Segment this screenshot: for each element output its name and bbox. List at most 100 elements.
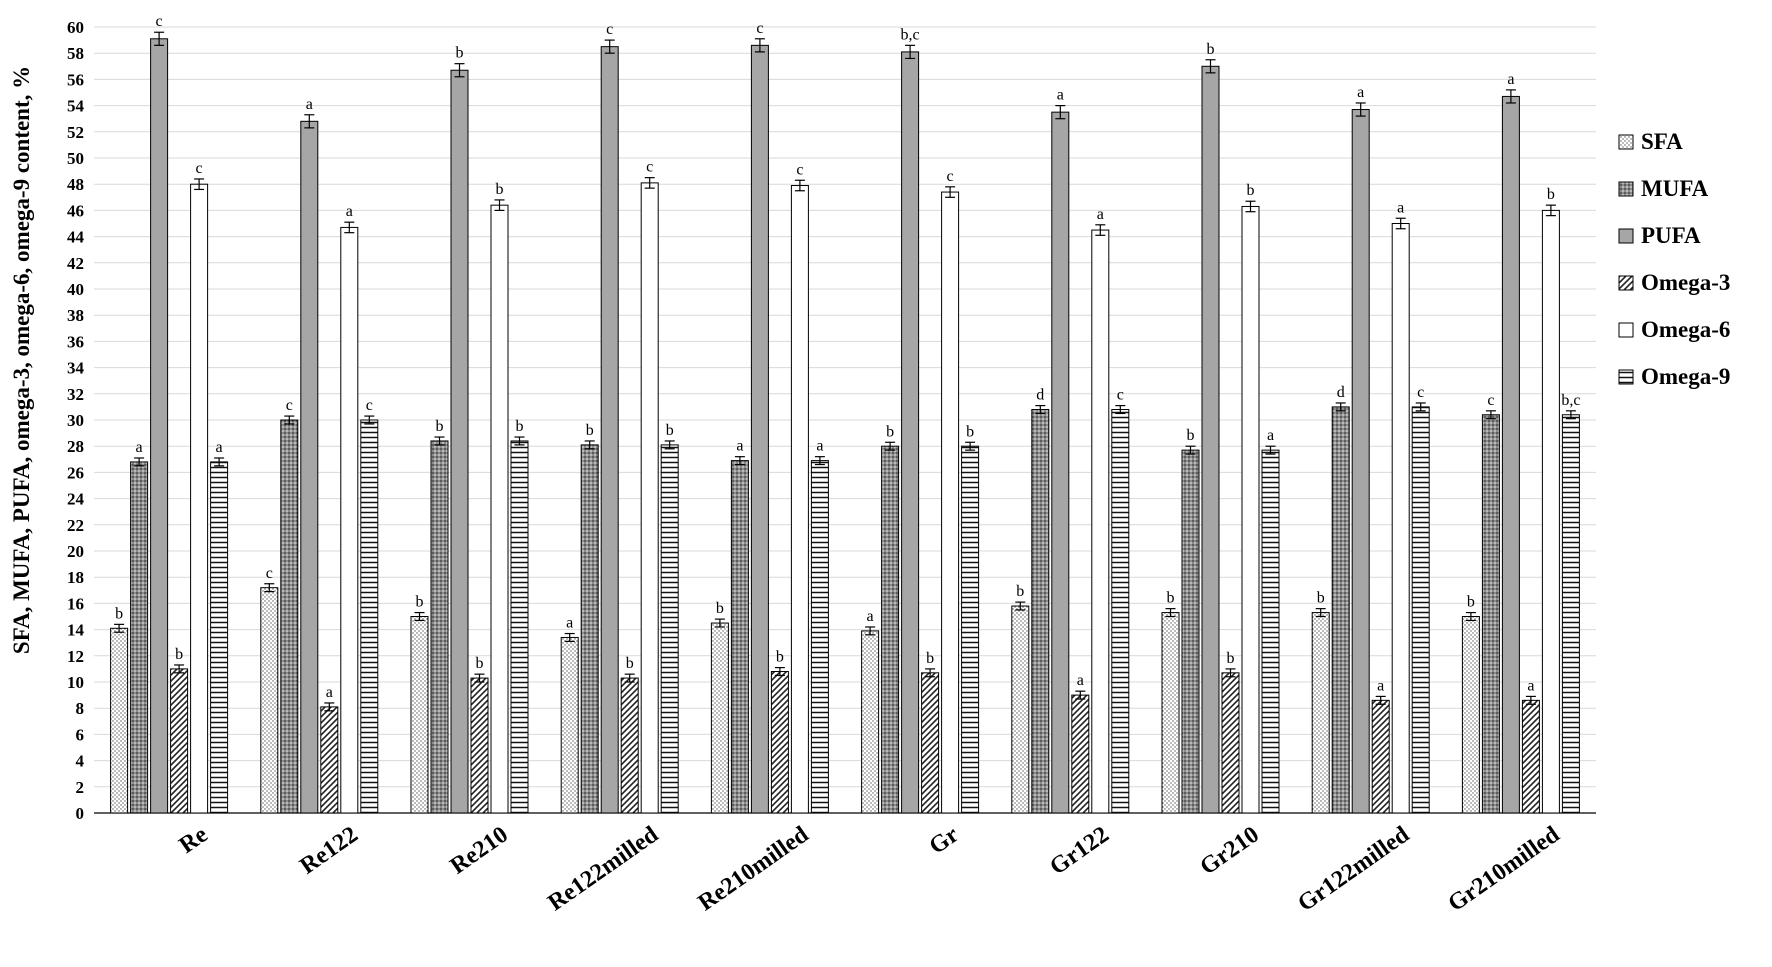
significance-label: a: [1267, 427, 1274, 444]
y-tick-label: 20: [67, 542, 84, 561]
legend-swatch-mufa: [1618, 181, 1634, 197]
bar-mufa-re122: [280, 419, 299, 814]
x-category-label: Re210: [446, 822, 513, 880]
bar-sfa-gr: [861, 630, 880, 814]
legend-label-pufa: PUFA: [1641, 223, 1701, 248]
significance-label: c: [756, 20, 763, 37]
x-category-label: Re: [175, 821, 213, 859]
bar-sfa-gr210: [1161, 612, 1180, 814]
significance-label: a: [1397, 199, 1404, 216]
bar-pufa-gr: [901, 51, 920, 814]
bar-omega-3-gr210: [1221, 672, 1240, 814]
significance-label: a: [1077, 672, 1084, 689]
significance-label: b: [586, 422, 594, 439]
y-tick-label: 16: [67, 594, 84, 613]
significance-label: b: [496, 181, 504, 198]
significance-label: b: [1317, 590, 1325, 607]
significance-label: b,c: [1561, 392, 1580, 409]
significance-label: c: [1417, 384, 1424, 401]
y-tick-label: 38: [67, 306, 84, 325]
significance-label: b: [416, 594, 424, 611]
bar-omega-6-re122milled: [640, 182, 659, 814]
y-tick-label: 26: [67, 463, 84, 482]
y-tick-label: 0: [76, 804, 85, 823]
bar-omega-3-re210: [470, 677, 489, 814]
significance-label: b: [1547, 186, 1555, 203]
y-tick-label: 30: [67, 411, 84, 430]
significance-label: c: [606, 21, 613, 38]
legend-swatch-omega-9: [1618, 369, 1634, 385]
bar-pufa-re: [150, 38, 169, 814]
bar-mufa-re210milled: [730, 460, 749, 814]
y-tick-label: 12: [67, 647, 84, 666]
legend-label-omega-9: Omega-9: [1641, 364, 1730, 389]
significance-label: b: [666, 422, 674, 439]
y-tick-label: 50: [67, 149, 84, 168]
bar-pufa-gr210milled: [1501, 95, 1520, 814]
x-category-label: Re122: [295, 822, 362, 880]
bar-omega-6-gr210milled: [1541, 209, 1560, 814]
significance-label: a: [566, 615, 573, 632]
significance-label: b: [476, 655, 484, 672]
y-tick-label: 52: [67, 123, 84, 142]
bar-omega-6-re210milled: [790, 185, 809, 814]
bar-pufa-re122: [300, 120, 319, 814]
y-tick-label: 10: [67, 673, 84, 692]
bar-omega-6-re122: [340, 226, 359, 814]
bar-omega-6-gr122milled: [1391, 223, 1410, 814]
significance-label: a: [816, 438, 823, 455]
y-tick-label: 34: [67, 359, 85, 378]
legend-swatch-sfa: [1618, 134, 1634, 150]
y-tick-label: 46: [67, 201, 84, 220]
bar-sfa-re210milled: [710, 622, 729, 814]
bar-omega-9-gr122: [1111, 409, 1130, 814]
bar-mufa-re: [130, 461, 149, 814]
y-tick-label: 24: [67, 490, 85, 509]
y-tick-label: 6: [76, 725, 85, 744]
bar-omega-6-gr122: [1091, 229, 1110, 814]
significance-label: d: [1036, 387, 1044, 404]
significance-label: b: [926, 650, 934, 667]
y-axis-title: SFA, MUFA, PUFA, omega-3, omega-6, omega…: [9, 66, 34, 654]
significance-label: b: [966, 423, 974, 440]
significance-label: c: [266, 565, 273, 582]
y-tick-label: 2: [76, 778, 85, 797]
bar-omega-3-re122: [320, 706, 339, 814]
significance-label: b: [1167, 590, 1175, 607]
bar-omega-9-gr210: [1261, 449, 1280, 814]
bar-omega-6-re: [190, 183, 209, 814]
bar-omega-9-re122: [360, 419, 379, 814]
significance-labels: b a c b c a c c a a a c b b b b b b a b c b c b b a c b c a a b b,c b c b b d…: [115, 13, 1580, 701]
significance-label: b: [716, 600, 724, 617]
x-category-label: Gr: [925, 821, 964, 859]
significance-label: b: [776, 649, 784, 666]
y-tick-label: 32: [67, 385, 84, 404]
y-tick-label: 4: [76, 752, 85, 771]
y-tick-label: 36: [67, 332, 84, 351]
bar-omega-6-gr: [941, 191, 960, 814]
bar-mufa-gr: [881, 445, 900, 814]
bar-omega-3-re122milled: [620, 677, 639, 814]
bar-pufa-re122milled: [600, 46, 619, 814]
y-tick-label: 48: [67, 175, 84, 194]
bar-mufa-re122milled: [580, 444, 599, 814]
bar-omega-3-re: [170, 668, 189, 814]
legend-label-mufa: MUFA: [1641, 176, 1709, 201]
x-category-label: Re122milled: [543, 821, 663, 916]
bar-sfa-re122: [260, 587, 279, 814]
significance-label: c: [646, 159, 653, 176]
y-tick-label: 60: [67, 18, 84, 37]
significance-label: a: [1357, 84, 1364, 101]
significance-label: a: [1097, 206, 1104, 223]
significance-label: a: [1527, 677, 1534, 694]
significance-label: b: [175, 646, 183, 663]
bar-mufa-re210: [430, 440, 449, 814]
bar-omega-3-gr122milled: [1371, 699, 1390, 814]
significance-label: b: [1016, 583, 1024, 600]
bar-omega-6-re210: [490, 204, 509, 814]
significance-label: c: [796, 161, 803, 178]
significance-label: b: [1187, 427, 1195, 444]
gridlines: [94, 26, 1596, 788]
significance-label: c: [1117, 387, 1124, 404]
